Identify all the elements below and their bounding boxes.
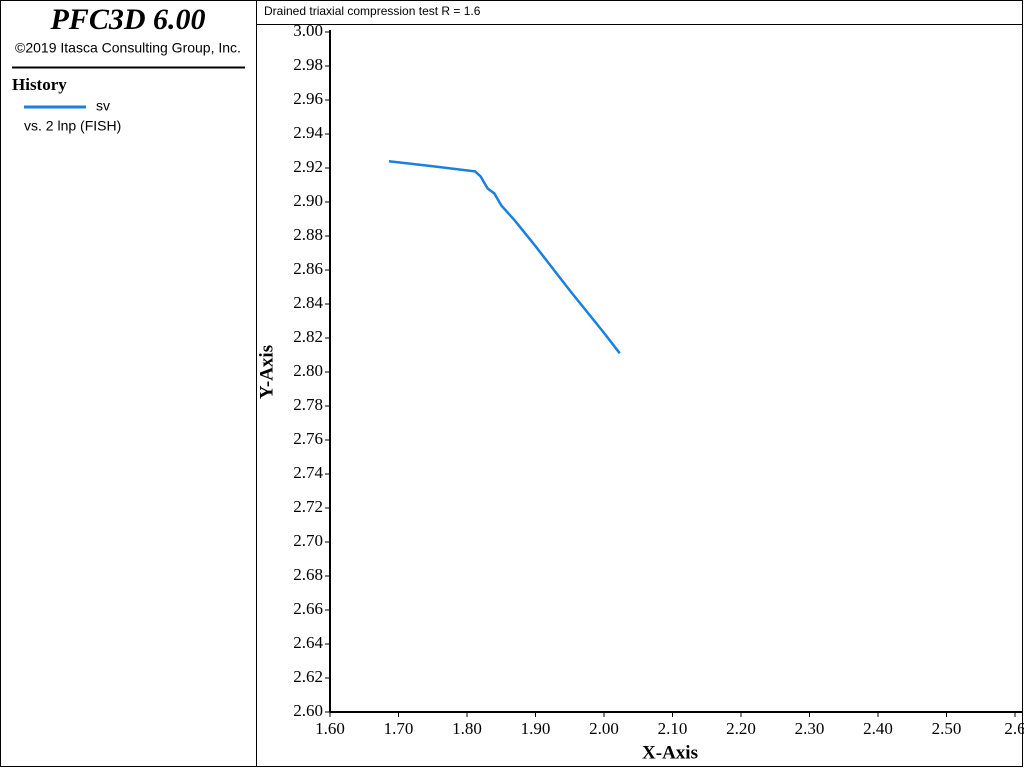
y-tick-label: 3.00 (293, 21, 323, 40)
y-tick-label: 2.82 (293, 327, 323, 346)
x-tick-label: 1.80 (452, 719, 482, 738)
y-tick-label: 2.90 (293, 191, 323, 210)
x-tick-label: 1.70 (384, 719, 414, 738)
y-tick-label: 2.64 (293, 633, 323, 652)
y-tick-label: 2.92 (293, 157, 323, 176)
y-tick-label: 2.80 (293, 361, 323, 380)
x-tick-label: 2.50 (932, 719, 962, 738)
x-tick-label: 2.6 (1004, 719, 1024, 738)
app-name: PFC3D 6.00 (49, 3, 205, 36)
y-tick-label: 2.76 (293, 429, 323, 448)
y-tick-label: 2.68 (293, 565, 323, 584)
y-tick-label: 2.96 (293, 89, 323, 108)
y-tick-label: 2.78 (293, 395, 323, 414)
y-tick-label: 2.98 (293, 55, 323, 74)
x-tick-label: 2.30 (795, 719, 825, 738)
y-tick-label: 2.62 (293, 667, 323, 686)
y-tick-label: 2.70 (293, 531, 323, 550)
y-axis-label: Y-Axis (256, 345, 277, 399)
panel-title: History (12, 75, 67, 94)
y-tick-label: 2.60 (293, 701, 323, 720)
x-tick-label: 2.00 (589, 719, 619, 738)
x-tick-label: 2.10 (658, 719, 688, 738)
x-tick-label: 1.60 (315, 719, 345, 738)
y-tick-label: 2.66 (293, 599, 323, 618)
y-tick-label: 2.86 (293, 259, 323, 278)
legend-note: vs. 2 lnp (FISH) (24, 118, 121, 134)
x-tick-label: 2.20 (726, 719, 756, 738)
data-line (388, 159, 621, 355)
x-axis-label: X-Axis (642, 742, 698, 763)
copyright: ©2019 Itasca Consulting Group, Inc. (15, 40, 241, 56)
y-tick-label: 2.84 (293, 293, 323, 312)
y-tick-label: 2.72 (293, 497, 323, 516)
x-tick-label: 2.40 (863, 719, 893, 738)
legend-label: sv (96, 98, 110, 114)
x-tick-label: 1.90 (521, 719, 551, 738)
chart-title: Drained triaxial compression test R = 1.… (264, 4, 481, 18)
y-tick-label: 2.88 (293, 225, 323, 244)
y-tick-label: 2.94 (293, 123, 323, 142)
y-tick-label: 2.74 (293, 463, 323, 482)
